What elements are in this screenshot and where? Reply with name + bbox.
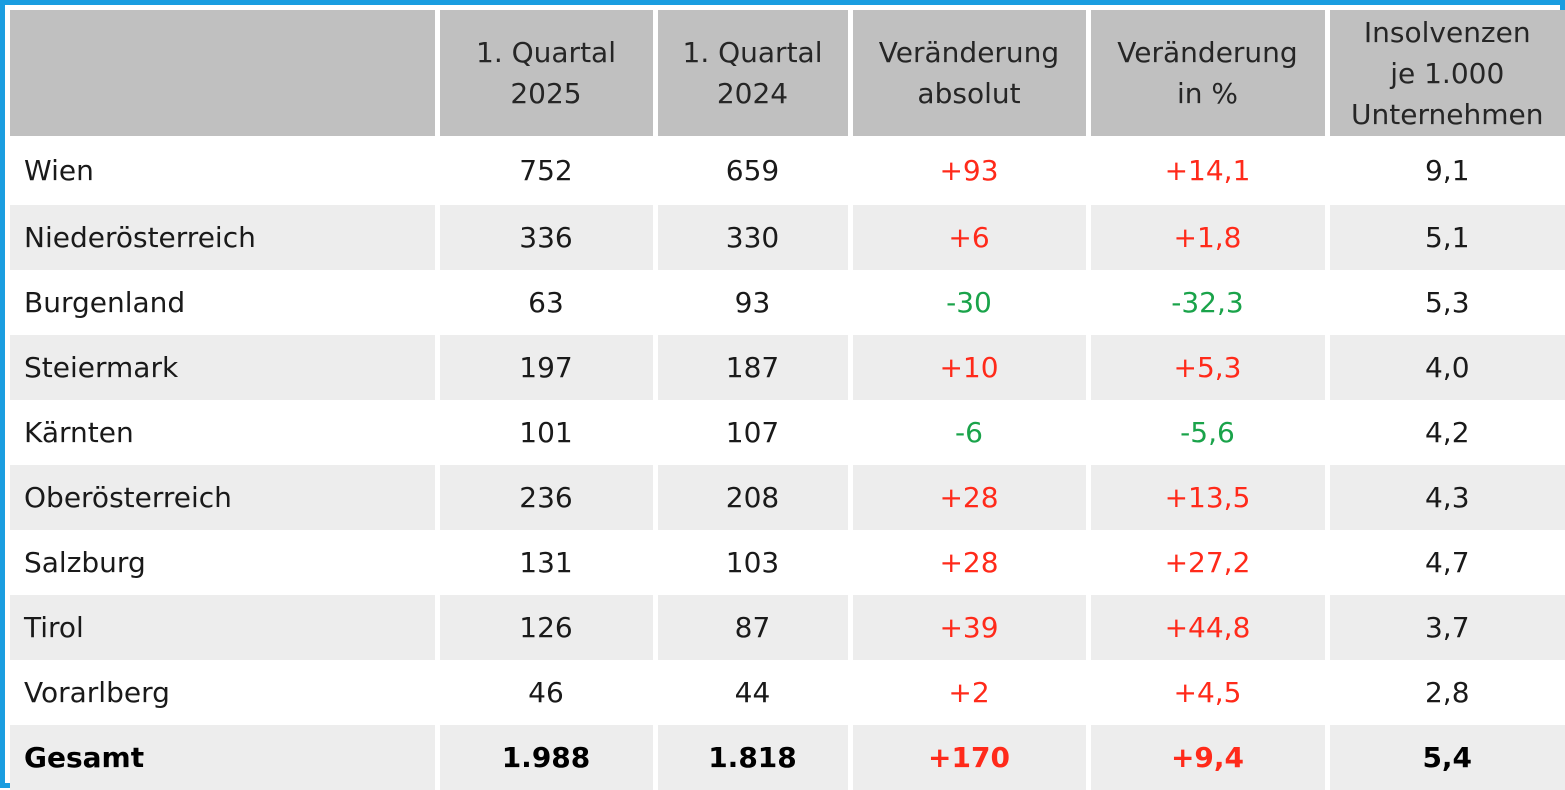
per-1000-cell: 5,4 (1327, 725, 1565, 790)
region-cell: Burgenland (10, 270, 440, 335)
q1-2025-cell: 131 (437, 530, 658, 595)
change-percent-cell: -32,3 (1088, 270, 1330, 335)
change-absolute-cell: +28 (850, 530, 1091, 595)
per-1000-cell: 5,3 (1327, 270, 1565, 335)
per-1000-cell: 4,3 (1327, 465, 1565, 530)
region-cell: Steiermark (10, 335, 440, 400)
change-percent-cell: +9,4 (1088, 725, 1330, 790)
per-1000-cell: 4,0 (1327, 335, 1565, 400)
table-row: Wien 752 659 +93 +14,1 9,1 (10, 136, 1565, 205)
change-absolute-cell: +10 (850, 335, 1091, 400)
q1-2024-cell: 1.818 (655, 725, 853, 790)
table-row: Kärnten 101 107 -6 -5,6 4,2 (10, 400, 1565, 465)
q1-2024-cell: 93 (655, 270, 853, 335)
region-cell: Oberösterreich (10, 465, 440, 530)
table-row: Tirol 126 87 +39 +44,8 3,7 (10, 595, 1565, 660)
per-1000-cell: 9,1 (1327, 136, 1565, 205)
per-1000-cell: 5,1 (1327, 205, 1565, 270)
change-percent-cell: +27,2 (1088, 530, 1330, 595)
region-cell: Gesamt (10, 725, 440, 790)
header-row: 1. Quartal 2025 1. Quartal 2024 Veränder… (10, 10, 1565, 136)
table-header: 1. Quartal 2025 1. Quartal 2024 Veränder… (10, 10, 1565, 136)
change-absolute-cell: -6 (850, 400, 1091, 465)
table-row: Salzburg 131 103 +28 +27,2 4,7 (10, 530, 1565, 595)
q1-2025-cell: 197 (437, 335, 658, 400)
q1-2025-cell: 1.988 (437, 725, 658, 790)
q1-2024-cell: 187 (655, 335, 853, 400)
q1-2024-cell: 208 (655, 465, 853, 530)
q1-2025-cell: 126 (437, 595, 658, 660)
q1-2024-cell: 659 (655, 136, 853, 205)
change-absolute-cell: +39 (850, 595, 1091, 660)
header-change-absolute: Veränderung absolut (850, 10, 1091, 136)
header-q1-2024: 1. Quartal 2024 (655, 10, 853, 136)
change-percent-cell: +14,1 (1088, 136, 1330, 205)
region-cell: Kärnten (10, 400, 440, 465)
q1-2025-cell: 336 (437, 205, 658, 270)
header-per-1000: Insolvenzen je 1.000 Unternehmen (1327, 10, 1565, 136)
change-absolute-cell: +170 (850, 725, 1091, 790)
q1-2024-cell: 87 (655, 595, 853, 660)
q1-2025-cell: 101 (437, 400, 658, 465)
region-cell: Vorarlberg (10, 660, 440, 725)
region-cell: Tirol (10, 595, 440, 660)
region-cell: Niederösterreich (10, 205, 440, 270)
header-change-percent: Veränderung in % (1088, 10, 1330, 136)
table-row: Niederösterreich 336 330 +6 +1,8 5,1 (10, 205, 1565, 270)
table-body: Wien 752 659 +93 +14,1 9,1 Niederösterreich 336… (10, 136, 1565, 790)
per-1000-cell: 2,8 (1327, 660, 1565, 725)
region-cell: Wien (10, 136, 440, 205)
table-row: Vorarlberg 46 44 +2 +4,5 2,8 (10, 660, 1565, 725)
q1-2025-cell: 236 (437, 465, 658, 530)
table-row: Burgenland 63 93 -30 -32,3 5,3 (10, 270, 1565, 335)
change-absolute-cell: +6 (850, 205, 1091, 270)
table-row: Oberösterreich 236 208 +28 +13,5 4,3 (10, 465, 1565, 530)
change-percent-cell: +5,3 (1088, 335, 1330, 400)
table-row: Steiermark 197 187 +10 +5,3 4,0 (10, 335, 1565, 400)
q1-2025-cell: 63 (437, 270, 658, 335)
change-percent-cell: +13,5 (1088, 465, 1330, 530)
q1-2024-cell: 103 (655, 530, 853, 595)
change-percent-cell: -5,6 (1088, 400, 1330, 465)
change-percent-cell: +4,5 (1088, 660, 1330, 725)
change-percent-cell: +1,8 (1088, 205, 1330, 270)
q1-2024-cell: 330 (655, 205, 853, 270)
header-q1-2025: 1. Quartal 2025 (437, 10, 658, 136)
change-percent-cell: +44,8 (1088, 595, 1330, 660)
per-1000-cell: 4,2 (1327, 400, 1565, 465)
q1-2024-cell: 107 (655, 400, 853, 465)
header-region (10, 10, 440, 136)
change-absolute-cell: +93 (850, 136, 1091, 205)
total-row: Gesamt 1.988 1.818 +170 +9,4 5,4 (10, 725, 1565, 790)
q1-2025-cell: 46 (437, 660, 658, 725)
q1-2024-cell: 44 (655, 660, 853, 725)
per-1000-cell: 4,7 (1327, 530, 1565, 595)
q1-2025-cell: 752 (437, 136, 658, 205)
region-cell: Salzburg (10, 530, 440, 595)
insolvency-table: 1. Quartal 2025 1. Quartal 2024 Veränder… (10, 10, 1565, 790)
change-absolute-cell: -30 (850, 270, 1091, 335)
per-1000-cell: 3,7 (1327, 595, 1565, 660)
change-absolute-cell: +2 (850, 660, 1091, 725)
change-absolute-cell: +28 (850, 465, 1091, 530)
